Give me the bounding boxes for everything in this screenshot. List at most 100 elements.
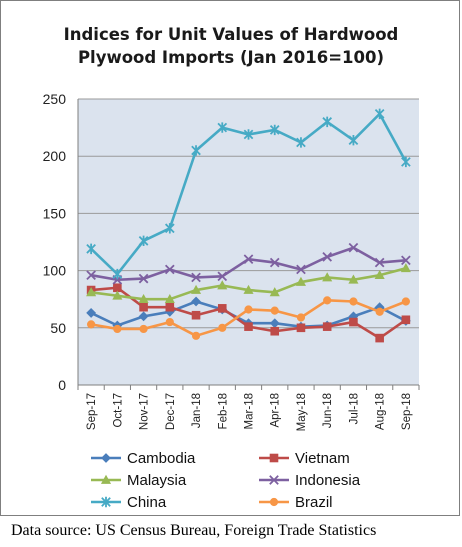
x-tick-label: Sep-18 [401,393,413,430]
data-point-china [243,129,254,140]
data-point-cambodia [86,308,97,318]
chart-title-line-2: Plywood Imports (Jan 2016=100) [77,48,385,67]
data-point-china [374,108,385,120]
legend-marker-china [101,496,111,508]
data-point-indonesia [138,273,149,284]
data-point-china [296,137,306,148]
legend-marker-cambodia [101,453,111,463]
y-tick-label: 50 [50,320,66,336]
data-point-vietnam [191,310,201,320]
data-point-indonesia [322,252,333,262]
data-point-malaysia [348,274,359,284]
data-point-china [86,243,96,255]
y-tick-label: 150 [43,205,67,221]
data-point-indonesia [191,272,201,283]
data-point-vietnam [322,322,332,331]
legend-marker-brazil [269,497,279,507]
chart-title-line-1: Indices for Unit Values of Hardwood [63,25,399,44]
legend-label-brazil: Brazil [295,494,333,511]
chart-canvas: 0 50 100 150 200 250 Sep-17 Oct-17 Nov-17 Dec-17 J… [43,91,420,511]
legend-marker-malaysia [100,474,112,484]
data-point-brazil [244,305,253,314]
legend-label-vietnam: Vietnam [295,450,350,467]
data-point-brazil [87,320,96,329]
x-tick-label: Jan-18 [191,393,203,428]
data-point-china [112,268,123,280]
data-point-china [348,134,359,146]
data-point-china [322,116,333,128]
data-point-indonesia [296,264,306,275]
x-tick-label: Oct-17 [112,393,124,428]
chart-frame: Indices for Unit Values of Hardwood Plyw… [0,0,460,516]
data-point-china [164,223,175,234]
x-tick-label: Dec-17 [165,393,177,430]
data-point-malaysia [322,272,333,282]
data-point-brazil [218,323,227,332]
x-tick-label: Sep-17 [86,393,98,430]
data-point-malaysia [112,290,123,300]
x-tick-label: Apr-18 [270,393,282,428]
data-point-brazil [139,324,148,334]
y-tick-label: 200 [43,148,67,164]
data-point-indonesia [374,257,385,268]
data-point-indonesia [243,254,254,264]
y-tick-label: 100 [43,263,67,279]
chart-title: Indices for Unit Values of Hardwood Plyw… [21,23,441,69]
data-point-cambodia [191,296,201,307]
data-point-brazil [270,306,279,315]
data-point-vietnam [113,283,122,293]
data-point-vietnam [244,322,253,331]
legend-label-malaysia: Malaysia [127,472,187,489]
data-point-malaysia [374,269,385,280]
data-point-malaysia [86,287,97,297]
data-point-vietnam [139,302,148,312]
data-point-indonesia [348,242,359,253]
plot-area [78,99,419,385]
data-point-malaysia [217,280,228,290]
y-tick-label: 0 [58,377,66,393]
data-point-china [217,122,228,133]
x-tick-label: Feb-18 [217,393,229,429]
data-point-brazil [375,307,384,316]
data-point-china [191,145,201,156]
data-point-malaysia [164,293,175,304]
data-point-vietnam [401,315,411,325]
data-point-indonesia [86,270,96,281]
data-point-brazil [191,331,201,340]
data-point-brazil [113,324,122,334]
x-tick-label: Mar-18 [244,393,256,429]
x-tick-label: Aug-18 [375,393,387,430]
data-point-brazil [296,313,306,322]
x-tick-label: May-18 [296,393,308,431]
data-point-indonesia [217,271,228,282]
source-note: Data source: US Census Bureau, Foreign T… [11,522,377,539]
legend-marker-vietnam [269,453,279,463]
x-tick-label: Jun-18 [322,393,334,428]
legend-marker-indonesia [269,475,279,485]
legend-label-china: China [127,494,167,511]
data-point-vietnam [270,326,280,336]
data-point-vietnam [165,302,175,312]
data-point-malaysia [243,284,254,294]
data-point-malaysia [269,287,280,297]
data-point-brazil [165,317,174,327]
data-point-malaysia [190,284,202,294]
data-point-brazil [349,297,358,306]
x-tick-label: Nov-17 [139,393,151,430]
data-point-china [401,156,411,168]
legend-label-cambodia: Cambodia [127,450,196,467]
data-point-malaysia [295,276,307,286]
data-point-china [138,235,149,247]
data-point-vietnam [375,333,384,343]
data-point-malaysia [400,263,411,273]
y-tick-label: 250 [43,91,67,107]
data-point-indonesia [269,257,280,268]
data-point-malaysia [138,293,149,304]
data-point-brazil [323,296,332,305]
data-point-vietnam [217,304,227,313]
legend-label-indonesia: Indonesia [295,472,361,489]
data-point-vietnam [296,323,306,333]
data-point-indonesia [164,264,175,275]
data-point-brazil [401,297,410,306]
x-tick-label: Jul-18 [348,393,360,424]
